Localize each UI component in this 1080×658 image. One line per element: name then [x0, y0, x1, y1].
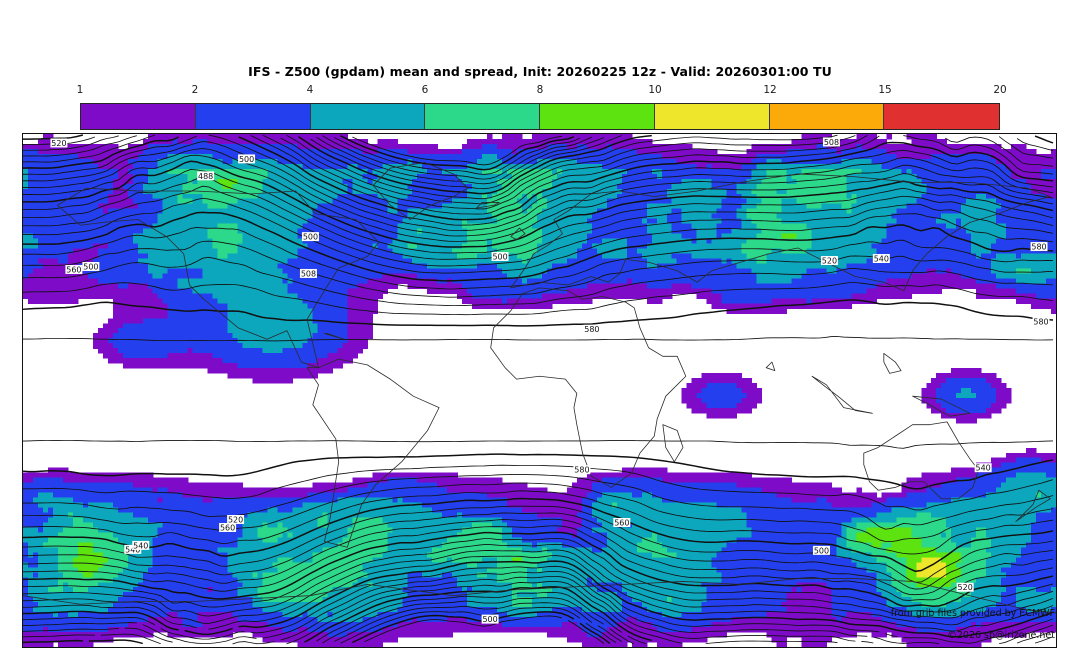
colorbar-tick-4: 4: [306, 84, 314, 96]
svg-text:520: 520: [958, 583, 973, 592]
contour-label: 560: [65, 264, 83, 274]
contour-label: 580: [573, 465, 591, 475]
colorbar-band-6: [654, 104, 770, 129]
colorbar-tick-15: 15: [878, 84, 892, 96]
colorbar: 1 2 4 6 8 10 12 15 20: [77, 84, 1007, 130]
svg-text:520: 520: [228, 515, 243, 524]
coastline-layer: [23, 162, 1056, 614]
colorbar-band-7: [769, 104, 885, 129]
svg-text:540: 540: [874, 255, 889, 264]
colorbar-tick-10: 10: [648, 84, 662, 96]
colorbar-tick-1: 1: [76, 84, 84, 96]
colorbar-band-3: [310, 104, 426, 129]
contour-label: 500: [491, 252, 509, 262]
contour-label: 500: [481, 614, 499, 624]
contour-label: 500: [238, 154, 256, 164]
contour-label: 520: [956, 582, 974, 592]
contour-label: 540: [872, 254, 890, 264]
colorbar-tick-20: 20: [993, 84, 1007, 96]
svg-text:540: 540: [125, 545, 140, 554]
svg-text:488: 488: [198, 172, 213, 181]
contour-label: 500: [82, 262, 100, 271]
contour-label: 560: [613, 518, 631, 527]
map-panel[interactable]: 520 500 488 500 500 508 560 500 508 520 540 580 580 5…: [22, 133, 1057, 648]
contour-label: 488: [197, 171, 215, 181]
colorbar-tick-2: 2: [191, 84, 199, 96]
svg-text:508: 508: [824, 138, 839, 147]
svg-text:580: 580: [574, 466, 589, 475]
colorbar-bands: [80, 103, 1000, 130]
contour-label: 580: [1030, 242, 1048, 252]
svg-text:560: 560: [614, 518, 629, 527]
contour-label: 520: [227, 515, 245, 524]
svg-text:500: 500: [492, 253, 507, 262]
svg-text:508: 508: [301, 269, 316, 278]
svg-text:500: 500: [482, 615, 497, 624]
colorbar-tick-6: 6: [421, 84, 429, 96]
colorbar-tick-8: 8: [536, 84, 544, 96]
contour-label: 580: [1032, 316, 1050, 326]
contour-label: 520: [50, 138, 68, 148]
contour-label: 500: [812, 545, 830, 555]
contour-label: 560: [219, 522, 237, 532]
credit-copyright: ©2026 sb@irizone.net: [947, 630, 1055, 641]
svg-text:500: 500: [239, 155, 254, 164]
svg-text:560: 560: [220, 523, 235, 532]
colorbar-tick-labels: 1 2 4 6 8 10 12 15 20: [76, 84, 1007, 100]
contour-label: 540: [974, 463, 992, 473]
svg-text:500: 500: [303, 233, 318, 242]
colorbar-band-4: [425, 104, 540, 129]
colorbar-tick-12: 12: [763, 84, 777, 96]
svg-text:580: 580: [1031, 243, 1046, 252]
svg-text:580: 580: [584, 325, 599, 334]
contour-label: 540: [132, 540, 150, 550]
colorbar-band-1: [81, 104, 196, 129]
svg-text:540: 540: [976, 464, 991, 473]
colorbar-band-2: [195, 104, 311, 129]
contour-label: 500: [301, 232, 319, 242]
credit-source: from grib files provided by ECMWF: [890, 608, 1055, 619]
contour-label: 580: [583, 324, 601, 334]
svg-text:560: 560: [66, 265, 81, 274]
contour-label: 508: [822, 137, 840, 147]
colorbar-band-8: [884, 104, 999, 129]
svg-text:500: 500: [814, 546, 829, 555]
contour-layer: [23, 134, 1054, 645]
colorbar-band-5: [540, 104, 655, 129]
svg-text:500: 500: [83, 262, 98, 271]
contour-label: 520: [820, 256, 838, 266]
svg-text:540: 540: [133, 541, 148, 550]
svg-text:520: 520: [51, 139, 66, 148]
svg-text:580: 580: [1033, 317, 1048, 326]
page-title: IFS - Z500 (gpdam) mean and spread, Init…: [248, 64, 832, 79]
contour-label: 508: [299, 268, 317, 278]
svg-text:520: 520: [822, 257, 837, 266]
